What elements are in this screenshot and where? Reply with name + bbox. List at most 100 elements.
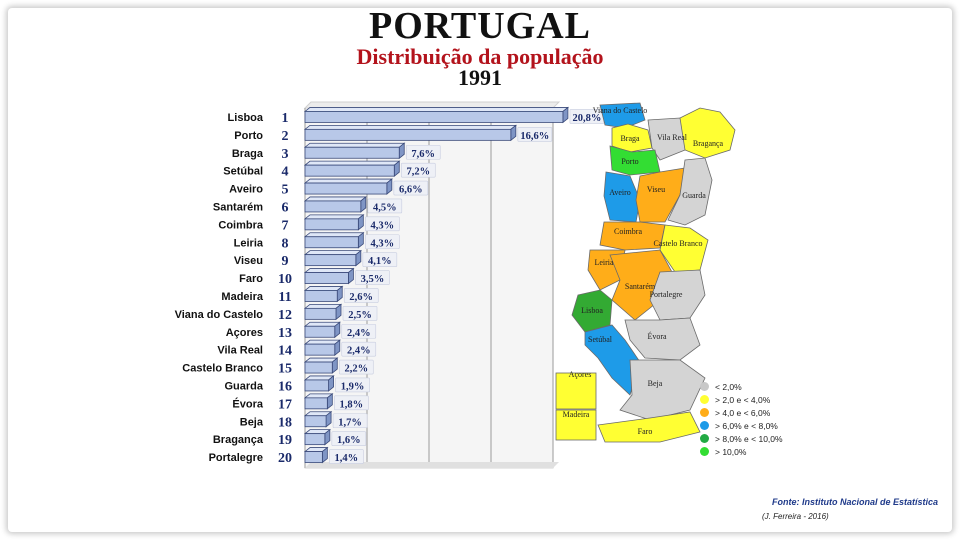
value-label: 16,6% — [520, 131, 549, 142]
legend-label: < 2,0% — [715, 381, 742, 392]
map-shapes — [555, 102, 736, 443]
value-label: 4,1% — [368, 256, 392, 267]
map-region-label: Lisboa — [581, 306, 603, 315]
legend-item: > 2,0 e < 4,0% — [700, 393, 783, 406]
author-note: (J. Ferreira - 2016) — [762, 512, 829, 521]
value-label-box — [338, 359, 374, 375]
value-label: 7,6% — [411, 149, 435, 160]
legend-item: > 4,0 e < 6,0% — [700, 406, 783, 419]
rank-label: 15 — [278, 362, 292, 377]
rank-label: 1 — [282, 111, 289, 126]
category-label: Guarda — [224, 380, 263, 392]
bar — [304, 451, 323, 463]
rank-label: 6 — [282, 200, 289, 215]
rank-label: 13 — [278, 326, 292, 341]
map-region-vila-real — [647, 117, 686, 161]
value-label: 20,8% — [572, 113, 601, 124]
bar — [304, 236, 359, 249]
map-region-beja — [619, 359, 706, 421]
legend-item: > 10,0% — [700, 445, 783, 458]
map-region-label: Madeira — [563, 410, 590, 419]
bar — [304, 128, 512, 141]
map-region-evora — [624, 317, 701, 361]
map-region-label: Castelo Branco — [653, 239, 702, 248]
map-region-viana-do-castelo — [599, 102, 646, 129]
value-label: 2,5% — [348, 310, 372, 321]
map-region-aveiro — [603, 171, 641, 223]
bar — [304, 397, 328, 410]
map-region-label: Porto — [621, 157, 638, 166]
value-label-box — [367, 198, 403, 214]
bar — [304, 111, 564, 123]
legend-swatch — [700, 382, 709, 391]
map-region-label: Guarda — [682, 191, 706, 200]
value-label-box — [343, 288, 379, 303]
legend-swatch — [700, 434, 709, 443]
rank-label: 7 — [282, 218, 289, 233]
value-label-box — [517, 127, 553, 142]
value-label: 2,4% — [347, 328, 371, 339]
category-label: Castelo Branco — [182, 363, 263, 375]
map-region-label: Santarém — [625, 282, 656, 291]
map-region-label: Évora — [647, 331, 667, 341]
value-label: 4,5% — [373, 202, 397, 213]
value-label-box — [365, 216, 400, 232]
category-label: Santarém — [213, 201, 263, 213]
rank-label: 19 — [278, 433, 292, 448]
map-region-label: Bragança — [693, 139, 724, 148]
map-region-label: Leiria — [594, 258, 614, 267]
value-label-box — [393, 180, 429, 196]
map-region-guarda — [667, 157, 713, 226]
category-label: Faro — [239, 273, 263, 285]
rank-label: 9 — [282, 254, 289, 269]
bar — [304, 325, 336, 338]
bar — [304, 272, 349, 284]
page-title: PORTUGAL — [368, 5, 591, 47]
legend-label: > 10,0% — [715, 446, 747, 457]
legend-swatch — [700, 408, 709, 417]
plot-floor — [305, 462, 559, 468]
bar — [304, 379, 329, 392]
map-region-acores — [555, 372, 597, 410]
category-label: Vila Real — [217, 345, 263, 357]
page-year: 1991 — [458, 65, 502, 90]
value-label: 4,3% — [371, 220, 395, 231]
map-labels: Viana do Castelo Braga Vila Real Bragança Po… — [563, 106, 724, 436]
value-label-box — [405, 144, 441, 160]
value-label-box — [331, 431, 367, 446]
category-label: Beja — [240, 416, 264, 428]
rank-label: 11 — [278, 290, 291, 305]
value-label: 1,4% — [335, 453, 359, 464]
legend-label: > 6,0% e < 8,0% — [715, 420, 778, 431]
rank-label: 8 — [282, 236, 289, 251]
value-label-box — [334, 395, 369, 411]
rank-label: 18 — [278, 415, 292, 430]
map-region-label: Braga — [620, 134, 640, 143]
value-label: 1,7% — [338, 417, 362, 428]
value-label-box — [329, 449, 364, 464]
map-region-lisboa — [571, 289, 613, 333]
rank-label: 4 — [282, 165, 289, 180]
map-region-label: Viana do Castelo — [593, 106, 648, 115]
rank-label: 12 — [278, 308, 292, 323]
category-label: Madeira — [221, 291, 263, 303]
rank-label: 17 — [278, 397, 292, 412]
page-subtitle: Distribuição da população — [356, 44, 604, 69]
bar — [304, 343, 336, 356]
category-label: Setúbal — [223, 166, 263, 178]
category-label: Leiria — [234, 237, 264, 249]
category-label: Évora — [232, 397, 263, 410]
rank-label: 20 — [278, 451, 292, 466]
map-region-label: Coimbra — [614, 227, 642, 236]
bar — [304, 218, 359, 231]
value-label-box — [355, 270, 390, 285]
category-label: Porto — [234, 130, 263, 142]
category-label: Bragança — [213, 434, 264, 446]
category-label: Viana do Castelo — [175, 309, 264, 321]
map-region-faro — [597, 411, 701, 443]
map-region-label: Setúbal — [588, 335, 613, 344]
category-label: Viseu — [234, 255, 263, 267]
bar — [304, 307, 337, 320]
value-label: 3,5% — [361, 274, 385, 285]
